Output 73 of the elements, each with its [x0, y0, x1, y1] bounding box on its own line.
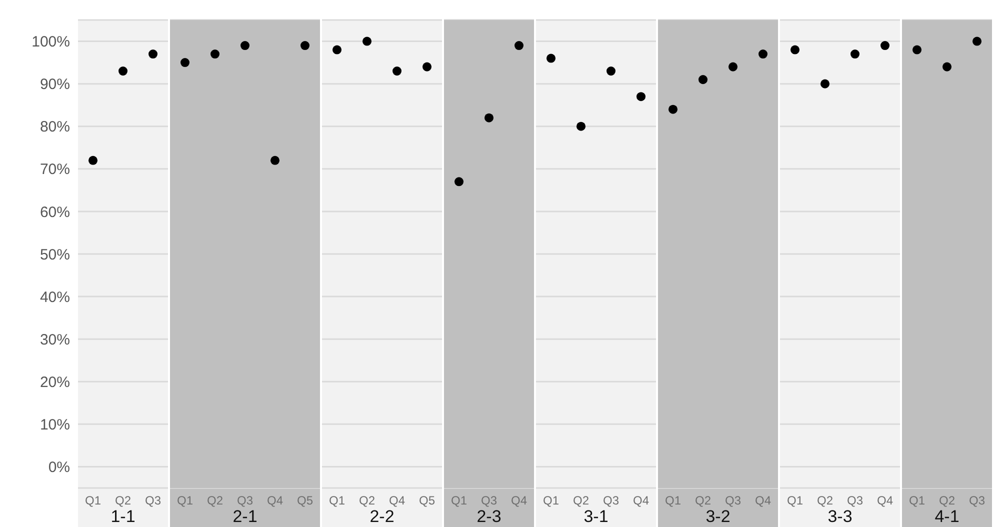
point: [210, 50, 220, 59]
x-tick-label: Q4: [876, 494, 894, 508]
x-axis-title: 2-3: [476, 507, 502, 527]
x-tick-label: Q1: [328, 494, 346, 508]
x-tick-label: Q4: [266, 494, 284, 508]
point: [88, 156, 98, 165]
point: [850, 50, 860, 59]
x-tick-label: Q2: [938, 494, 956, 508]
y-tick-label: 50%: [40, 246, 70, 264]
x-tick-label: Q1: [664, 494, 682, 508]
x-tick-label: Q1: [450, 494, 468, 508]
point: [300, 41, 310, 50]
x-tick-label: Q1: [542, 494, 560, 508]
point: [332, 45, 342, 54]
x-tick-label: Q3: [968, 494, 986, 508]
point: [546, 54, 556, 63]
x-tick-label: Q4: [754, 494, 772, 508]
x-tick-label: Q3: [846, 494, 864, 508]
point: [270, 156, 280, 165]
x-tick-label: Q2: [694, 494, 712, 508]
point: [790, 45, 800, 54]
x-tick-label: Q3: [602, 494, 620, 508]
y-tick-label: 60%: [40, 204, 70, 221]
y-tick-label: 100%: [32, 34, 70, 51]
y-tick-label: 0%: [48, 459, 70, 476]
x-tick-label: Q2: [206, 494, 224, 508]
x-tick-label: Q5: [296, 494, 314, 508]
point: [820, 79, 830, 88]
x-tick-label: Q2: [816, 494, 834, 508]
point: [698, 75, 708, 84]
point: [668, 104, 678, 114]
point: [148, 50, 158, 59]
y-tick-label: 80%: [40, 118, 70, 136]
x-tick-label: Q4: [388, 494, 406, 508]
x-axis-title: 2-2: [368, 507, 396, 527]
x-tick-label: Q1: [786, 494, 804, 508]
x-tick-label: Q1: [84, 494, 102, 508]
x-tick-label: Q1: [908, 494, 926, 508]
x-tick-label: Q5: [418, 494, 436, 508]
y-tick-label: 30%: [40, 331, 70, 348]
x-axis-title: 1-1: [110, 507, 136, 527]
x-tick-label: Q3: [724, 494, 742, 508]
y-tick-label: 90%: [40, 76, 70, 94]
point: [880, 41, 890, 50]
point: [728, 62, 738, 72]
x-tick-label: Q3: [236, 494, 254, 508]
x-tick-label: Q2: [358, 494, 376, 508]
point: [392, 66, 402, 76]
y-tick-label: 40%: [40, 288, 70, 306]
point: [576, 122, 586, 131]
x-axis-title: 4-1: [934, 507, 960, 527]
x-tick-label: Q2: [114, 494, 132, 508]
y-tick-label: 20%: [40, 374, 70, 391]
point: [422, 62, 432, 72]
point: [118, 66, 128, 76]
x-tick-label: Q4: [510, 494, 528, 508]
x-tick-label: Q3: [144, 494, 162, 508]
point: [606, 66, 616, 76]
x-tick-label: Q1: [176, 494, 194, 508]
x-axis-title: 2-1: [232, 507, 258, 527]
point: [362, 36, 372, 46]
y-tick-label: 10%: [40, 416, 70, 434]
x-tick-label: Q2: [572, 494, 590, 508]
point: [758, 50, 768, 59]
point: [240, 41, 250, 50]
point: [180, 58, 190, 68]
y-tick-label: 70%: [40, 161, 70, 178]
x-axis-title: 3-2: [704, 507, 732, 527]
x-tick-label: Q4: [632, 494, 650, 508]
x-axis-title: 3-3: [826, 507, 854, 527]
x-tick-label: Q3: [480, 494, 498, 508]
point: [636, 92, 646, 102]
x-axis-title: 3-1: [582, 507, 610, 527]
